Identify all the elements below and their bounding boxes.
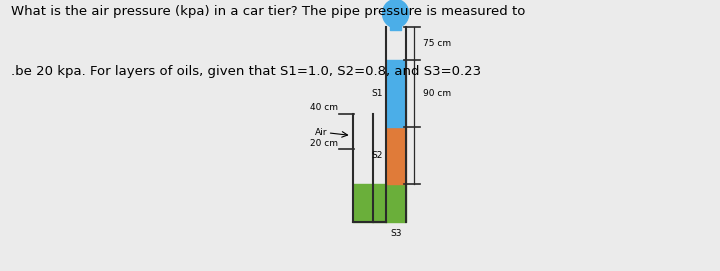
Circle shape <box>382 0 409 28</box>
Text: 90 cm: 90 cm <box>423 89 451 98</box>
Text: S1: S1 <box>371 89 382 98</box>
Text: 20 cm: 20 cm <box>310 139 338 148</box>
Text: What is the air pressure (kpa) in a car tier? The pipe pressure is measured to: What is the air pressure (kpa) in a car … <box>11 5 525 18</box>
Text: Air: Air <box>315 128 328 137</box>
Text: 75 cm: 75 cm <box>423 39 451 48</box>
Text: 40 cm: 40 cm <box>310 104 338 112</box>
Text: S3: S3 <box>390 229 401 238</box>
Text: .be 20 kpa. For layers of oils, given that S1=1.0, S2=0.8, and S3=0.23: .be 20 kpa. For layers of oils, given th… <box>11 65 481 78</box>
Text: S2: S2 <box>372 151 382 160</box>
